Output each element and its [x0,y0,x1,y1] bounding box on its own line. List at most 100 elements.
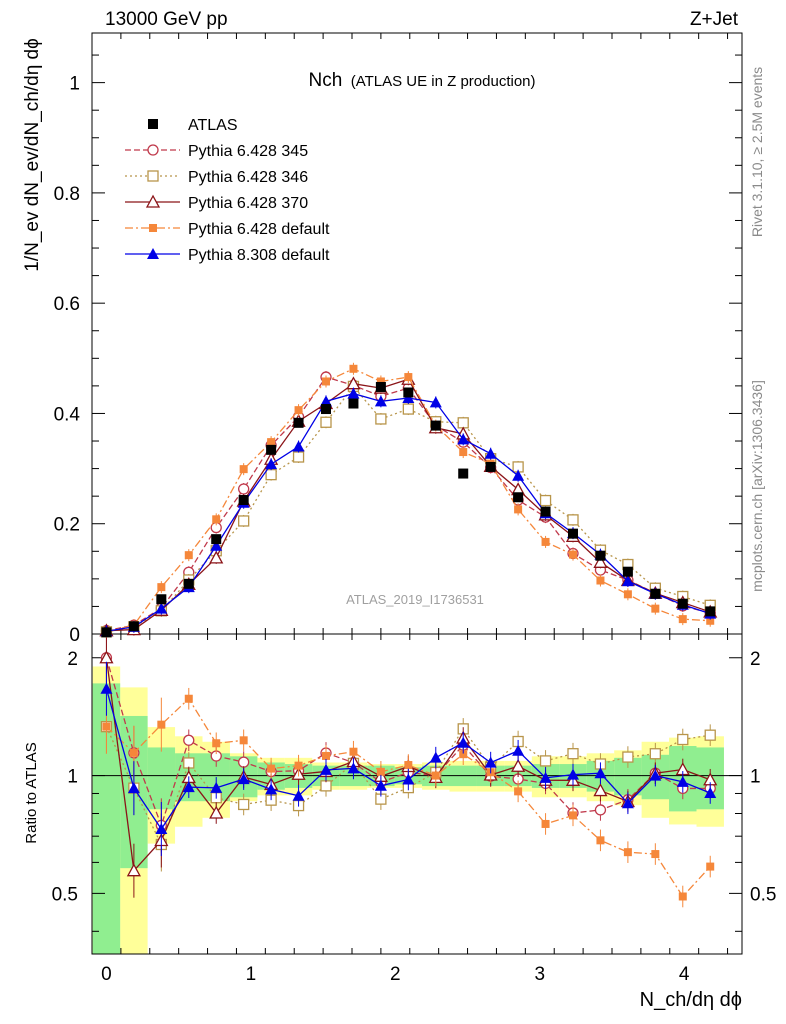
ratio-point [320,763,332,775]
y-tick-label: 0.2 [54,515,80,536]
ratio-tick-label: 0.5 [52,884,78,905]
legend-label: Pythia 6.428 370 [188,195,308,212]
series-point [320,395,332,407]
chart-title: Nch [308,70,342,91]
atlas-point [403,387,414,398]
series-point [267,438,276,447]
series-group [99,362,718,908]
ratio-point [402,773,415,785]
ratio-point [237,773,250,785]
series-point [238,483,250,495]
y-tick-label: 0.4 [54,404,81,425]
ratio-point [265,783,278,795]
legend: ATLAS Pythia 6.428 345 Pythia 6.428 346 Pyt… [125,117,330,264]
atlas-point [266,444,277,455]
ratio-point [704,787,717,799]
ratio-point [457,736,470,748]
ratio-point [541,819,550,828]
ratio-point [706,862,715,871]
ratio-point [567,748,579,760]
series-point [212,515,221,524]
series-point [514,505,523,514]
series-point [459,448,468,457]
atlas-point [568,528,578,539]
atlas-point [183,578,194,589]
series-point [429,396,442,408]
process-label: Z+Jet [690,9,739,30]
series-point [404,373,413,382]
series-point [320,416,332,428]
series-point [238,515,250,527]
ratio-point [512,744,525,756]
chart-title-group: Nch (ATLAS UE in Z production) [308,70,535,91]
y-tick-label: 0.6 [54,294,80,315]
atlas-point [705,606,716,617]
atlas-point [650,588,661,599]
atlas-point [677,598,688,609]
series-point [322,377,330,386]
ratio-point [267,764,276,773]
series-point [457,433,470,445]
ratio-point [539,755,552,767]
ratio-point [622,751,634,763]
series-point [376,377,385,386]
series-point [402,392,415,404]
ratio-point [623,848,632,857]
ratio-point [209,805,224,819]
y-tick-label: 0 [69,625,80,646]
ratio-point [567,768,579,780]
ratio-point [514,787,523,796]
rivet-label: Rivet 3.1.10, ≥ 2.5M events [749,67,765,237]
ratio-point [239,736,248,745]
ratio-plot-frame [91,633,743,955]
ratio-point [212,739,221,748]
ratio-point [678,892,687,901]
ratio-point [182,781,195,793]
atlas-point [513,492,524,503]
ratio-point [100,682,113,694]
x-tick-label: 3 [534,964,545,985]
atlas-point [293,417,304,428]
series-point [678,615,687,624]
series-point [210,539,223,551]
ratio-point [347,762,360,774]
series-point [402,403,414,415]
series-point [265,458,278,470]
ratio-point [129,748,138,757]
ratio-point [183,734,195,746]
legend-label: Pythia 8.308 default [188,247,330,264]
series-point [375,413,387,425]
legend-label: Pythia 6.428 346 [188,169,308,186]
legend-label: Pythia 6.428 345 [188,143,308,160]
series-point [621,575,634,587]
series-point [184,551,193,560]
ratio-point [539,771,552,783]
atlas-point [458,468,469,479]
series-point [265,469,277,481]
series-point [292,451,305,463]
series-point [209,550,224,564]
series-point [593,554,608,568]
ratio-point [676,775,689,787]
ratio-point [376,767,385,776]
legend-marker [149,224,157,232]
x-tick-label: 1 [246,964,257,985]
legend-label-atlas: ATLAS [188,117,238,134]
ratio-point [157,720,166,729]
ratio-line [105,726,711,847]
series-point [239,465,248,474]
series-point [567,514,579,526]
x-axis-label: N_ch/dη dϕ [640,989,742,1011]
ratio-point [651,850,660,859]
ratio-point [126,863,141,877]
ratio-point [677,733,689,746]
ratio-tick-label-right: 0.5 [750,884,776,905]
ratio-point [322,751,330,760]
ratio-point [621,797,634,809]
y-axis-label: 1/N_ev dN_ev/dN_ch/dη dϕ [22,38,43,272]
series-line [106,376,711,632]
y-tick-label: 0.8 [54,184,80,205]
legend-marker [147,144,159,156]
x-tick-label: 0 [101,964,112,985]
mcplots-label: mcplots.cern.ch [arXiv:1306.3436] [749,380,765,592]
